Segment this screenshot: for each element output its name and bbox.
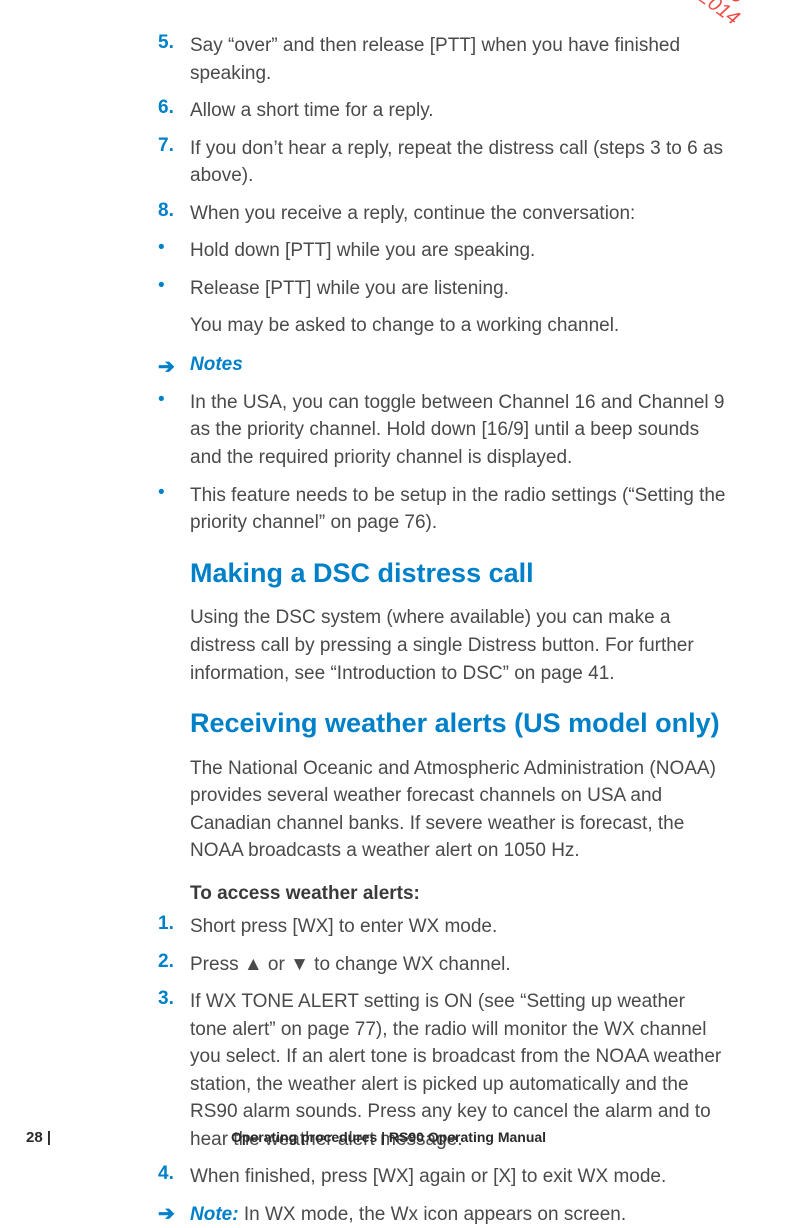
list-item: • Hold down [PTT] while you are speaking…	[190, 237, 726, 265]
section-heading-wx: Receiving weather alerts (US model only)	[190, 707, 726, 741]
list-item: • Release [PTT] while you are listening.	[190, 275, 726, 303]
step-number: 7.	[158, 135, 190, 157]
step-text: When you receive a reply, continue the c…	[190, 200, 635, 228]
bullet-text: In the USA, you can toggle between Chann…	[190, 389, 726, 472]
step-number: 2.	[158, 951, 190, 973]
step-number: 8.	[158, 200, 190, 222]
footer-section: Operating procedures |	[231, 1129, 389, 1145]
notes-heading: ➔ Notes	[190, 354, 726, 379]
list-item: • In the USA, you can toggle between Cha…	[190, 389, 726, 472]
bullet-text: Hold down [PTT] while you are speaking.	[190, 237, 535, 265]
footer-center: Operating procedures | RS90 Operating Ma…	[51, 1129, 726, 1147]
paragraph: You may be asked to change to a working …	[190, 312, 726, 340]
step-number: 3.	[158, 988, 190, 1010]
paragraph: The National Oceanic and Atmospheric Adm…	[190, 755, 726, 865]
bullet-icon: •	[158, 389, 190, 412]
step-text: Short press [WX] to enter WX mode.	[190, 913, 497, 941]
page-footer: 28 | Operating procedures | RS90 Operati…	[0, 1129, 786, 1147]
step-text: Press ▲ or ▼ to change WX channel.	[190, 951, 511, 979]
list-item: 6. Allow a short time for a reply.	[190, 97, 726, 125]
notes-label: Notes	[190, 354, 243, 376]
step-number: 4.	[158, 1163, 190, 1185]
step-text: Say “over” and then release [PTT] when y…	[190, 32, 726, 87]
draft-watermark: Draft v5.0 27 Feb 2014	[639, 0, 756, 30]
arrow-icon: ➔	[158, 1201, 190, 1226]
bullet-icon: •	[158, 237, 190, 260]
bullet-icon: •	[158, 275, 190, 298]
document-page: Draft v5.0 27 Feb 2014 5. Say “over” and…	[0, 0, 786, 1228]
watermark-line1: Draft v5.0	[658, 0, 750, 8]
step-number: 5.	[158, 32, 190, 54]
note-text: Note: In WX mode, the Wx icon appears on…	[190, 1201, 626, 1228]
bullet-text: This feature needs to be setup in the ra…	[190, 482, 726, 537]
note-label: Note:	[190, 1204, 239, 1225]
note-row: ➔ Note: In WX mode, the Wx icon appears …	[190, 1201, 726, 1228]
footer-manual-title: RS90 Operating Manual	[389, 1129, 546, 1145]
list-item: 2. Press ▲ or ▼ to change WX channel.	[190, 951, 726, 979]
step-text: Allow a short time for a reply.	[190, 97, 434, 125]
list-item: 5. Say “over” and then release [PTT] whe…	[190, 32, 726, 87]
step-text: If you don’t hear a reply, repeat the di…	[190, 135, 726, 190]
paragraph: Using the DSC system (where available) y…	[190, 604, 726, 687]
step-number: 6.	[158, 97, 190, 119]
list-item: 1. Short press [WX] to enter WX mode.	[190, 913, 726, 941]
bullet-text: Release [PTT] while you are listening.	[190, 275, 509, 303]
step-number: 1.	[158, 913, 190, 935]
page-number: 28 |	[26, 1129, 51, 1146]
list-item: 4. When finished, press [WX] again or [X…	[190, 1163, 726, 1191]
arrow-icon: ➔	[158, 354, 190, 379]
list-item: 7. If you don’t hear a reply, repeat the…	[190, 135, 726, 190]
list-item: • This feature needs to be setup in the …	[190, 482, 726, 537]
note-body: In WX mode, the Wx icon appears on scree…	[239, 1204, 627, 1225]
watermark-line2: 27 Feb 2014	[639, 0, 742, 30]
list-item: 8. When you receive a reply, continue th…	[190, 200, 726, 228]
section-heading-dsc: Making a DSC distress call	[190, 557, 726, 591]
step-text: When finished, press [WX] again or [X] t…	[190, 1163, 666, 1191]
subheading: To access weather alerts:	[190, 883, 726, 905]
bullet-icon: •	[158, 482, 190, 505]
